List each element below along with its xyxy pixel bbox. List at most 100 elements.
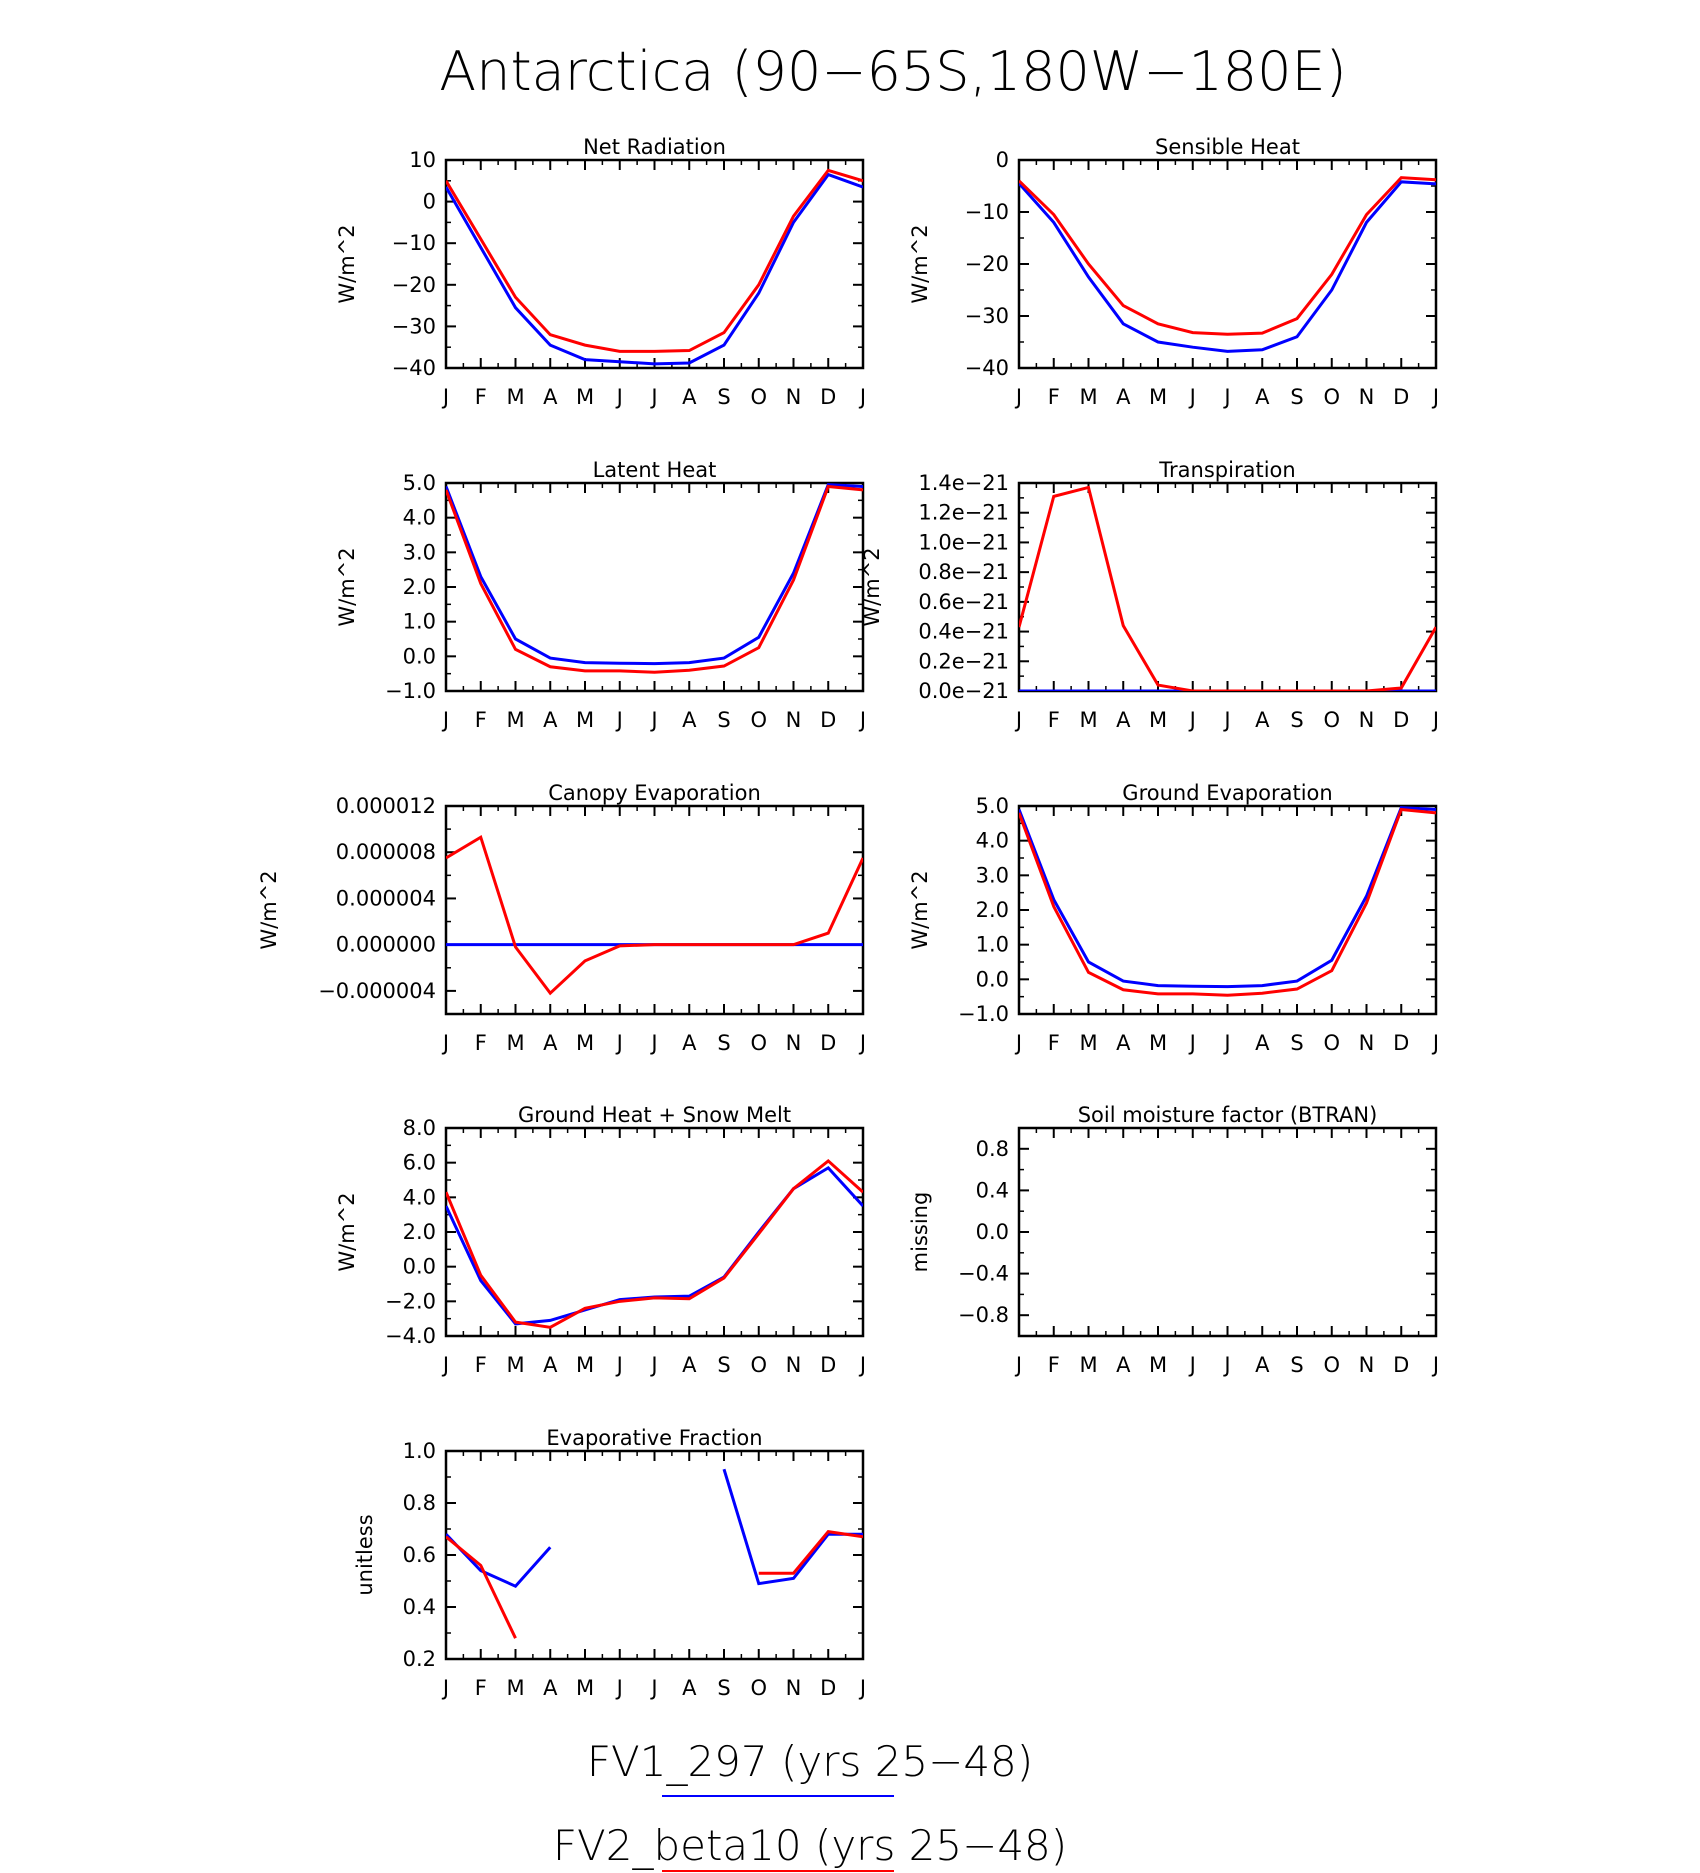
x-tick-label: J [649,708,657,732]
x-tick-label: J [441,1031,449,1055]
x-tick-label: J [858,385,866,409]
x-tick-label: J [1014,708,1022,732]
y-tick-label: −40 [965,356,1009,380]
x-tick-label: J [1431,1353,1439,1377]
x-tick-label: J [1188,385,1196,409]
panel-ground-evaporation: J F M A M J J A S O N D J5.04.03.02.01.00.0−1.0Groun… [908,781,1439,1055]
x-tick-label: J [1188,708,1196,732]
y-tick-label: 0.0e−21 [918,679,1009,703]
x-tick-label: M [506,1031,524,1055]
x-tick-label: A [1116,1031,1131,1055]
y-tick-label: 0.000004 [336,886,436,910]
x-tick-label: N [1359,385,1375,409]
x-tick-label: J [1188,1353,1196,1377]
x-tick-label: M [506,1353,524,1377]
panel-title: Latent Heat [593,458,717,482]
y-tick-label: −10 [392,231,436,255]
x-tick-label: N [786,385,802,409]
panel-title: Sensible Heat [1155,135,1300,159]
x-tick-label: S [1290,708,1303,732]
y-axis-label: W/m^2 [908,224,932,303]
y-tick-label: 0.8 [403,1491,436,1515]
x-tick-label: N [786,1353,802,1377]
legend-label-fv1: FV1_297 (yrs 25−48) [587,1737,1033,1786]
series-line-fv2 [446,1158,863,1329]
panel-transpiration: J F M A M J J A S O N D J1.4e−211.2e−211.0e−210.8e−2… [860,458,1439,732]
x-tick-label: D [820,1031,836,1055]
x-tick-label: M [1149,708,1167,732]
x-tick-label: S [717,385,730,409]
x-tick-label: A [543,1353,558,1377]
y-tick-label: 1.4e−21 [918,471,1009,495]
x-tick-label: J [1014,385,1022,409]
x-tick-label: J [858,1676,866,1700]
x-tick-label: A [543,1031,558,1055]
plot-frame [1017,481,1438,693]
y-tick-label: 0.8e−21 [918,560,1009,584]
main-title: Antarctica (90−65S,180W−180E) [439,40,1346,103]
x-tick-label: A [1255,385,1270,409]
series-line-fv1 [1019,806,1436,989]
x-tick-label: J [441,1353,449,1377]
x-tick-label: J [649,1031,657,1055]
x-tick-label: S [1290,1031,1303,1055]
y-tick-label: −0.8 [958,1303,1009,1327]
x-tick-label: F [475,385,487,409]
y-tick-label: 1.0e−21 [918,530,1009,554]
y-tick-label: 1.0 [403,1439,436,1463]
y-tick-label: 6.0 [403,1151,436,1175]
plot-frame [444,481,865,693]
x-tick-label: M [576,708,594,732]
x-tick-label: D [820,1676,836,1700]
y-tick-label: −40 [392,356,436,380]
x-tick-label: A [1255,1353,1270,1377]
x-tick-label: J [1222,708,1230,732]
series-line-fv1 [446,1468,863,1589]
series-line-fv2 [446,1529,863,1639]
y-axis-label: W/m^2 [860,547,884,626]
y-tick-label: 1.0 [403,610,436,634]
x-tick-label: A [1255,708,1270,732]
y-tick-label: 0.0 [403,1255,436,1279]
x-tick-label: J [615,708,623,732]
x-tick-label: M [1079,1031,1097,1055]
x-tick-label: D [1393,1031,1409,1055]
x-tick-label: J [1222,1353,1230,1377]
y-tick-label: −30 [965,304,1009,328]
x-tick-label: M [1149,1353,1167,1377]
x-tick-label: A [1255,1031,1270,1055]
x-tick-label: J [649,385,657,409]
x-tick-label: F [475,1676,487,1700]
y-tick-label: −1.0 [958,1002,1009,1026]
series-line-fv1 [446,483,863,666]
y-tick-label: 2.0 [403,1220,436,1244]
x-tick-label: N [786,708,802,732]
x-tick-label: S [717,1676,730,1700]
x-tick-label: O [750,708,767,732]
x-tick-label: J [441,1676,449,1700]
series-line-fv2 [446,484,863,674]
x-tick-label: F [475,1353,487,1377]
series-line-fv1 [446,1165,863,1326]
y-tick-label: 0.0 [403,644,436,668]
y-tick-label: 0.4 [403,1595,436,1619]
panel-title: Evaporative Fraction [546,1426,762,1450]
x-tick-label: J [1431,385,1439,409]
y-tick-label: 3.0 [976,863,1009,887]
x-tick-label: F [475,708,487,732]
x-tick-label: O [750,385,767,409]
x-tick-label: M [576,1353,594,1377]
x-tick-label: J [1431,1031,1439,1055]
x-tick-label: M [506,708,524,732]
panel-title: Ground Heat + Snow Melt [518,1103,791,1127]
y-axis-label: W/m^2 [335,1192,359,1271]
y-tick-label: 0.8 [976,1137,1009,1161]
x-tick-label: A [543,1676,558,1700]
y-tick-label: 4.0 [976,829,1009,853]
x-tick-label: J [615,1676,623,1700]
x-tick-label: J [1222,385,1230,409]
